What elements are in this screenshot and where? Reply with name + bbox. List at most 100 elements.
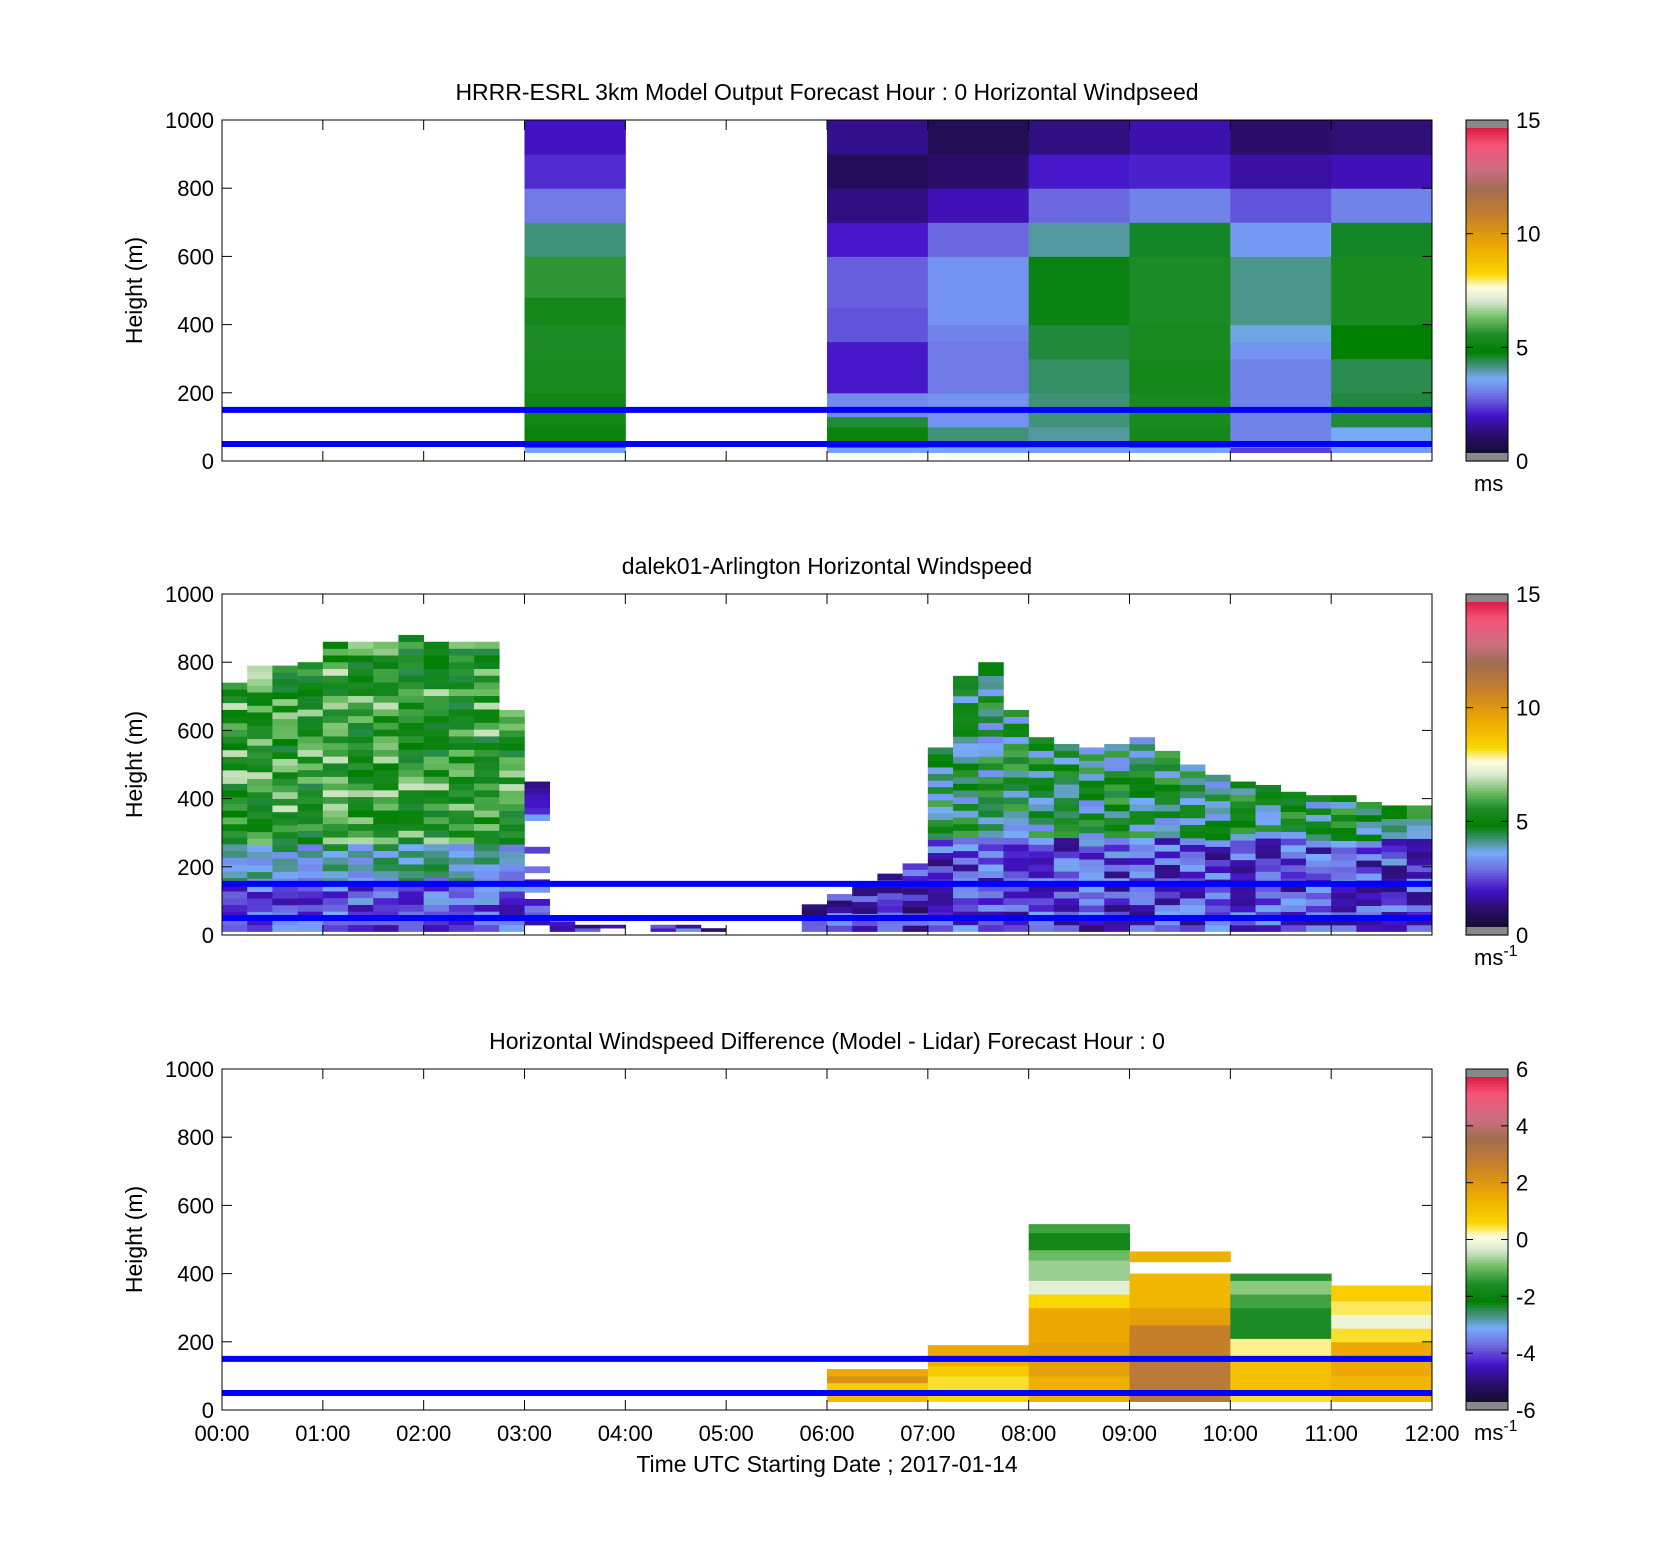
- heatmap-cell: [1205, 833, 1231, 841]
- heatmap-cell: [423, 783, 450, 791]
- colorbar-segment: [1466, 205, 1508, 209]
- heatmap-cell: [524, 846, 551, 854]
- heatmap-cell: [953, 770, 979, 778]
- heatmap-cell: [499, 770, 525, 778]
- heatmap-cell: [272, 885, 298, 892]
- heatmap-cell: [448, 668, 475, 676]
- heatmap-cell: [1331, 840, 1357, 848]
- heatmap-cell: [322, 688, 349, 696]
- heatmap-cell: [1331, 886, 1357, 893]
- heatmap-cell: [222, 823, 248, 831]
- heatmap-cell: [297, 689, 324, 697]
- heatmap-cell: [499, 911, 525, 919]
- heatmap-cell: [1129, 154, 1231, 189]
- heatmap-cell: [1381, 871, 1408, 879]
- heatmap-cell: [297, 870, 324, 879]
- heatmap-cell: [1053, 757, 1080, 765]
- heatmap-cell: [499, 898, 525, 906]
- heatmap-cell: [1406, 845, 1433, 853]
- heatmap-cell: [978, 803, 1004, 811]
- heatmap-cell: [978, 763, 1004, 771]
- colorbar-segment: [1466, 724, 1508, 729]
- colorbar-frame: [1465, 593, 1509, 936]
- heatmap-cell: [1230, 885, 1256, 893]
- heatmap-cell: [247, 871, 273, 879]
- colorbar-segment: [1466, 855, 1508, 859]
- colorbar-segment: [1466, 1100, 1508, 1104]
- heatmap-cell: [827, 120, 929, 155]
- heatmap-cell: [1053, 904, 1080, 912]
- heatmap-cell: [1129, 188, 1231, 223]
- heatmap-cell: [1154, 797, 1181, 805]
- colorbar-tick-label: 2: [1516, 1171, 1528, 1196]
- heatmap-cell: [1104, 811, 1130, 819]
- heatmap-cell: [1154, 884, 1181, 892]
- heatmap-cell: [297, 911, 324, 919]
- heatmap-cell: [373, 843, 399, 852]
- heatmap-cell: [474, 763, 500, 771]
- heatmap-cell: [1205, 898, 1231, 906]
- heatmap-cell: [1280, 918, 1307, 926]
- colorbar-segment: [1466, 173, 1508, 178]
- heatmap-cell: [1129, 770, 1156, 778]
- heatmap-cell: [1230, 1280, 1332, 1295]
- colorbar-segment: [1466, 778, 1508, 783]
- colorbar-segment: [1466, 628, 1508, 632]
- heatmap-cell: [499, 730, 525, 738]
- colorbar-over: [1466, 594, 1508, 602]
- colorbar-segment: [1466, 1176, 1508, 1181]
- heatmap-cell: [1003, 864, 1029, 872]
- heatmap-cell: [1129, 447, 1231, 453]
- heatmap-cell: [1205, 905, 1231, 913]
- colorbar-segment: [1466, 1199, 1508, 1204]
- heatmap-cell: [1003, 716, 1029, 724]
- heatmap-cell: [1129, 777, 1156, 785]
- heatmap-cell: [1079, 780, 1105, 788]
- colorbar-segment: [1466, 883, 1508, 888]
- heatmap-cell: [322, 756, 349, 764]
- heatmap-cell: [297, 810, 324, 818]
- heatmap-cell: [297, 716, 324, 724]
- colorbar-segment: [1466, 182, 1508, 186]
- heatmap-cell: [549, 926, 576, 932]
- heatmap-cell: [1053, 770, 1080, 778]
- heatmap-cell: [1028, 750, 1055, 758]
- colorbar-segment: [1466, 1316, 1508, 1320]
- colorbar-tick-label: 10: [1516, 696, 1540, 721]
- heatmap-cell: [927, 780, 954, 788]
- heatmap-cell: [953, 722, 979, 730]
- y-axis-label: Height (m): [121, 237, 147, 344]
- heatmap-cell: [499, 756, 525, 764]
- x-tick-label: 02:00: [396, 1421, 451, 1446]
- heatmap-cell: [247, 785, 273, 793]
- heatmap-cell: [927, 154, 1030, 189]
- colorbar-segment: [1466, 335, 1508, 340]
- heatmap-cell: [373, 675, 399, 683]
- heatmap-cell: [1003, 810, 1029, 818]
- colorbar-segment: [1466, 1265, 1508, 1269]
- heatmap-cell: [1104, 824, 1130, 832]
- heatmap-cell: [297, 668, 324, 676]
- heatmap-cell: [1053, 851, 1080, 859]
- heatmap-cell: [272, 665, 298, 673]
- colorbar-segment: [1466, 270, 1508, 275]
- heatmap-cell: [1406, 871, 1433, 879]
- heatmap-cell: [348, 884, 374, 892]
- x-tick-label: 06:00: [799, 1421, 854, 1446]
- heatmap-cell: [247, 738, 273, 746]
- colorbar-segment: [1466, 435, 1508, 439]
- heatmap-cell: [297, 884, 324, 892]
- heatmap-cell: [474, 729, 500, 737]
- colorbar-segment: [1466, 1114, 1508, 1118]
- heatmap-cell: [827, 222, 929, 257]
- heatmap-cell: [272, 825, 298, 833]
- heatmap-cell: [1179, 811, 1206, 819]
- heatmap-cell: [373, 668, 399, 676]
- colorbar-segment: [1466, 1117, 1508, 1121]
- heatmap-cell: [222, 729, 248, 737]
- colorbar-segment: [1466, 673, 1508, 678]
- heatmap-cell: [448, 763, 475, 771]
- heatmap-cell: [348, 702, 374, 710]
- heatmap-cell: [322, 803, 349, 811]
- colorbar-segment: [1466, 1321, 1508, 1326]
